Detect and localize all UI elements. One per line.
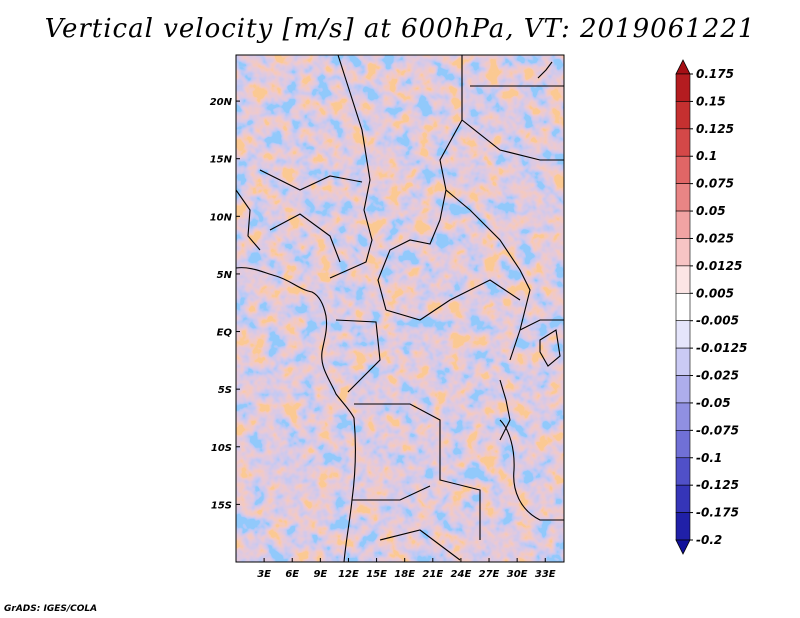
colorbar-label: -0.1 bbox=[696, 451, 722, 465]
colorbar-label: 0.175 bbox=[696, 67, 734, 81]
lon-tick-label: 3E bbox=[257, 569, 271, 580]
lon-tick-label: 30E bbox=[507, 569, 528, 580]
colorbar-top-arrow bbox=[675, 59, 691, 75]
colorbar-label: 0.0125 bbox=[696, 259, 742, 273]
colorbar-label: -0.175 bbox=[696, 506, 739, 520]
lat-tick-label: 10N bbox=[210, 212, 233, 223]
colorbar-label: 0.125 bbox=[696, 122, 734, 136]
colorbar-swatch bbox=[675, 210, 691, 239]
latitude-axis: 20N 15N 10N 5N EQ 5S 10S 15S bbox=[210, 97, 240, 511]
lat-tick-label: 20N bbox=[210, 97, 233, 108]
colorbar: 0.175 0.15 0.125 0.1 0.075 0.05 0.025 0.0125 0.0… bbox=[675, 59, 747, 555]
colorbar-swatch bbox=[675, 183, 691, 212]
lon-tick-label: 6E bbox=[285, 569, 299, 580]
colorbar-swatch bbox=[675, 155, 691, 184]
colorbar-swatch bbox=[675, 73, 691, 102]
map-frame bbox=[235, 54, 565, 563]
colorbar-label: 0.005 bbox=[696, 286, 734, 300]
colorbar-swatch bbox=[675, 375, 691, 404]
lat-tick-label: 15N bbox=[210, 155, 233, 166]
colorbar-swatch bbox=[675, 484, 691, 513]
lon-tick-label: 21E bbox=[422, 569, 443, 580]
colorbar-swatch bbox=[675, 101, 691, 130]
lon-tick-label: 9E bbox=[313, 569, 327, 580]
colorbar-bottom-arrow bbox=[675, 539, 691, 555]
lat-tick-label: EQ bbox=[217, 328, 233, 339]
colorbar-label: -0.05 bbox=[696, 396, 731, 410]
lat-tick-label: 10S bbox=[211, 443, 232, 454]
lon-tick-label: 12E bbox=[338, 569, 359, 580]
colorbar-label: -0.005 bbox=[696, 314, 739, 328]
colorbar-label: -0.0125 bbox=[696, 341, 747, 355]
credit-label: GrADS: IGES/COLA bbox=[4, 604, 98, 614]
colorbar-swatch bbox=[675, 238, 691, 267]
lon-tick-label: 24E bbox=[451, 569, 472, 580]
colorbar-label: -0.025 bbox=[696, 369, 739, 383]
colorbar-swatch bbox=[675, 320, 691, 349]
colorbar-label: 0.1 bbox=[696, 149, 717, 163]
lon-tick-label: 18E bbox=[394, 569, 415, 580]
longitude-axis: 3E 6E 9E 12E 15E 18E 21E 24E 27E 30E 33E bbox=[257, 558, 556, 580]
colorbar-label: -0.075 bbox=[696, 423, 739, 437]
chart-title: Vertical velocity [m/s] at 600hPa, VT: 2… bbox=[44, 14, 756, 44]
colorbar-swatch bbox=[675, 457, 691, 486]
colorbar-swatch bbox=[675, 512, 691, 541]
colorbar-label: 0.025 bbox=[696, 231, 734, 245]
velocity-field bbox=[236, 55, 564, 562]
colorbar-swatch bbox=[675, 347, 691, 376]
colorbar-swatch bbox=[675, 265, 691, 294]
country-borders bbox=[236, 55, 564, 562]
colorbar-label: 0.075 bbox=[696, 177, 734, 191]
lon-tick-label: 33E bbox=[535, 569, 556, 580]
lat-tick-label: 15S bbox=[211, 500, 232, 511]
colorbar-label: -0.2 bbox=[696, 533, 722, 547]
colorbar-swatch bbox=[675, 128, 691, 157]
colorbar-swatch bbox=[675, 292, 691, 322]
colorbar-label: 0.05 bbox=[696, 204, 726, 218]
colorbar-swatch bbox=[675, 402, 691, 431]
lat-tick-label: 5N bbox=[217, 270, 233, 281]
lon-tick-label: 15E bbox=[366, 569, 387, 580]
colorbar-swatch bbox=[675, 430, 691, 459]
lat-tick-label: 5S bbox=[218, 385, 232, 396]
colorbar-label: -0.125 bbox=[696, 478, 739, 492]
colorbar-label: 0.15 bbox=[696, 94, 726, 108]
lon-tick-label: 27E bbox=[479, 569, 500, 580]
